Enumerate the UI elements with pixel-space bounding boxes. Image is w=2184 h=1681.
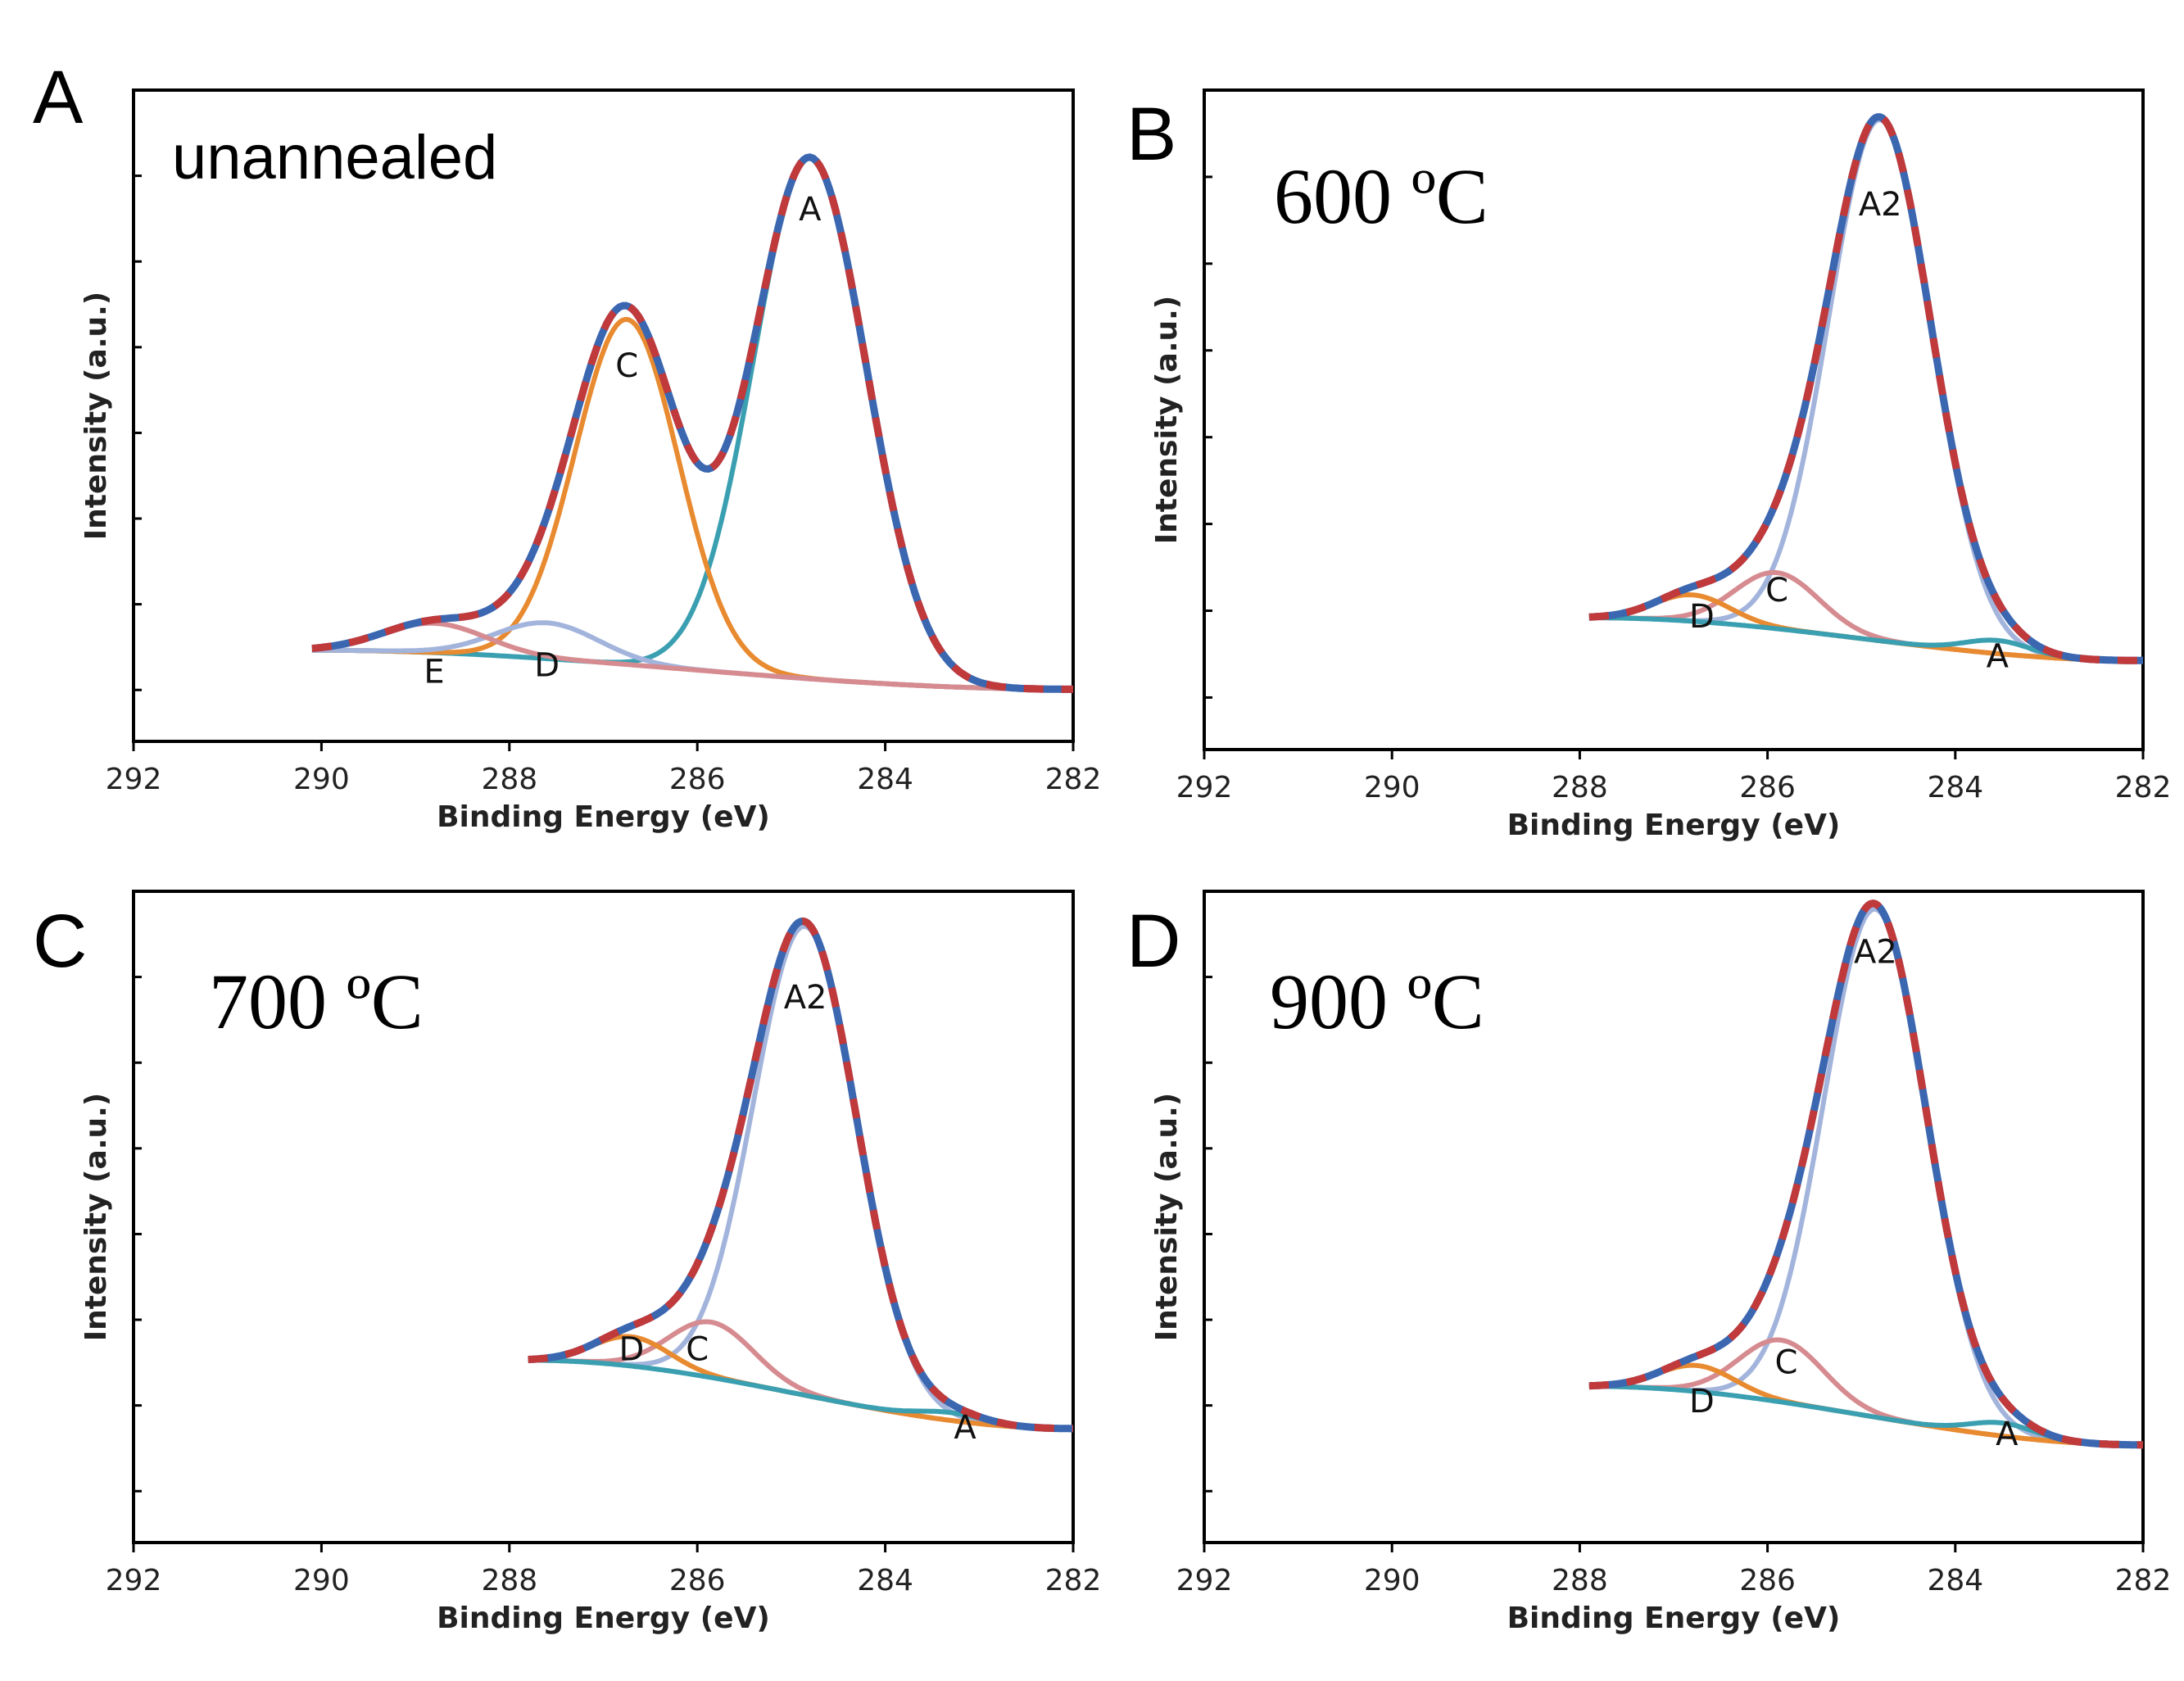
panel-letter-b: B bbox=[1126, 93, 1176, 176]
x-tick-label: 286 bbox=[1739, 771, 1796, 804]
peak-label-a: A bbox=[799, 191, 822, 229]
component-a-curve bbox=[311, 155, 1073, 692]
y-axis-title: Intensity (a.u.) bbox=[1150, 1093, 1184, 1341]
y-axis-title: Intensity (a.u.) bbox=[79, 292, 113, 540]
peak-label-a2: A2 bbox=[784, 979, 827, 1017]
peak-label-a2: A2 bbox=[1854, 933, 1897, 971]
x-tick-label: 282 bbox=[2115, 1564, 2172, 1597]
x-tick-label: 284 bbox=[1927, 771, 1983, 804]
panel-d: D 292 290 288 286 284 282 Binding Energy (eV) In… bbox=[1126, 890, 2172, 1635]
peak-label-a: A bbox=[954, 1409, 976, 1447]
x-tick-label: 284 bbox=[1927, 1564, 1983, 1597]
component-d-curve bbox=[528, 1334, 1074, 1431]
x-tick-label: 282 bbox=[1045, 763, 1102, 796]
panel-c: C 292 290 288 286 284 282 Binding Energy (eV) In… bbox=[33, 890, 1102, 1635]
x-tick-label: 290 bbox=[293, 1564, 350, 1597]
peak-label-c: C bbox=[1765, 572, 1788, 609]
envelope-dashed-curve bbox=[1588, 899, 2143, 1449]
plot-frame-c bbox=[132, 890, 1075, 1544]
x-tick-label: 292 bbox=[1176, 771, 1233, 804]
panel-letter-a: A bbox=[33, 56, 84, 139]
panel-letter-c: C bbox=[33, 899, 87, 983]
envelope-curve bbox=[528, 917, 1073, 1433]
y-axis-title: Intensity (a.u.) bbox=[79, 1093, 113, 1341]
x-tick-label: 292 bbox=[106, 763, 162, 796]
x-tick-label: 284 bbox=[857, 763, 913, 796]
x-tick-label: 288 bbox=[481, 1564, 537, 1597]
x-tick-label: 286 bbox=[669, 763, 726, 796]
envelope-dashed-curve bbox=[311, 153, 1073, 693]
component-e-curve bbox=[311, 620, 1073, 692]
x-tick-label: 288 bbox=[1552, 771, 1608, 804]
x-tick-label: 286 bbox=[1739, 1564, 1796, 1597]
x-tick-label: 288 bbox=[481, 763, 537, 796]
x-tick-label: 282 bbox=[2115, 771, 2172, 804]
x-tick-label: 282 bbox=[1045, 1564, 1102, 1597]
panel-a: A 292 290 288 286 284 282 Binding Energy (eV) In… bbox=[33, 56, 1101, 834]
peak-label-c: C bbox=[686, 1330, 709, 1368]
panel-b: B 292 290 288 286 284 282 Binding Energy (eV) In… bbox=[1126, 88, 2172, 842]
x-tick-label: 292 bbox=[106, 1564, 162, 1597]
plot-frame-a bbox=[132, 88, 1075, 743]
component-c-curve bbox=[1588, 1337, 2144, 1448]
peak-label-d: D bbox=[1689, 1383, 1715, 1420]
plot-frame-d bbox=[1203, 890, 2145, 1544]
condition-label-c: 700 ºC bbox=[209, 958, 424, 1045]
peak-label-d: D bbox=[619, 1330, 645, 1368]
component-d-curve bbox=[1588, 592, 2144, 664]
component-c-curve bbox=[1588, 569, 2144, 664]
x-axis-title: Binding Energy (eV) bbox=[1507, 1602, 1841, 1635]
x-tick-label: 290 bbox=[1364, 771, 1421, 804]
component-c-curve bbox=[311, 316, 1073, 692]
condition-label-d: 900 ºC bbox=[1270, 958, 1484, 1045]
peak-label-e: E bbox=[424, 653, 444, 691]
peak-label-a: A bbox=[1987, 637, 2010, 675]
envelope-dashed-curve bbox=[1588, 113, 2143, 664]
peak-label-d: D bbox=[534, 647, 560, 685]
peak-label-c: C bbox=[1775, 1343, 1798, 1381]
x-tick-label: 290 bbox=[293, 763, 350, 796]
x-axis-title: Binding Energy (eV) bbox=[437, 1602, 770, 1635]
plot-frame-b bbox=[1203, 88, 2145, 751]
peak-label-d: D bbox=[1689, 598, 1715, 636]
x-tick-label: 290 bbox=[1364, 1564, 1421, 1597]
condition-label-b: 600 ºC bbox=[1274, 152, 1488, 240]
peak-label-a: A bbox=[1996, 1416, 2019, 1453]
peak-label-a2: A2 bbox=[1859, 186, 1902, 224]
y-axis-title: Intensity (a.u.) bbox=[1150, 296, 1184, 544]
condition-label-a: unannealed bbox=[172, 123, 497, 193]
x-tick-label: 284 bbox=[857, 1564, 913, 1597]
x-axis-title: Binding Energy (eV) bbox=[1507, 809, 1841, 842]
panel-letter-d: D bbox=[1126, 899, 1180, 983]
x-tick-label: 286 bbox=[669, 1564, 726, 1597]
x-tick-label: 292 bbox=[1176, 1564, 1233, 1597]
peak-label-c: C bbox=[615, 347, 638, 385]
x-tick-label: 288 bbox=[1552, 1564, 1608, 1597]
x-axis-title: Binding Energy (eV) bbox=[437, 800, 770, 834]
